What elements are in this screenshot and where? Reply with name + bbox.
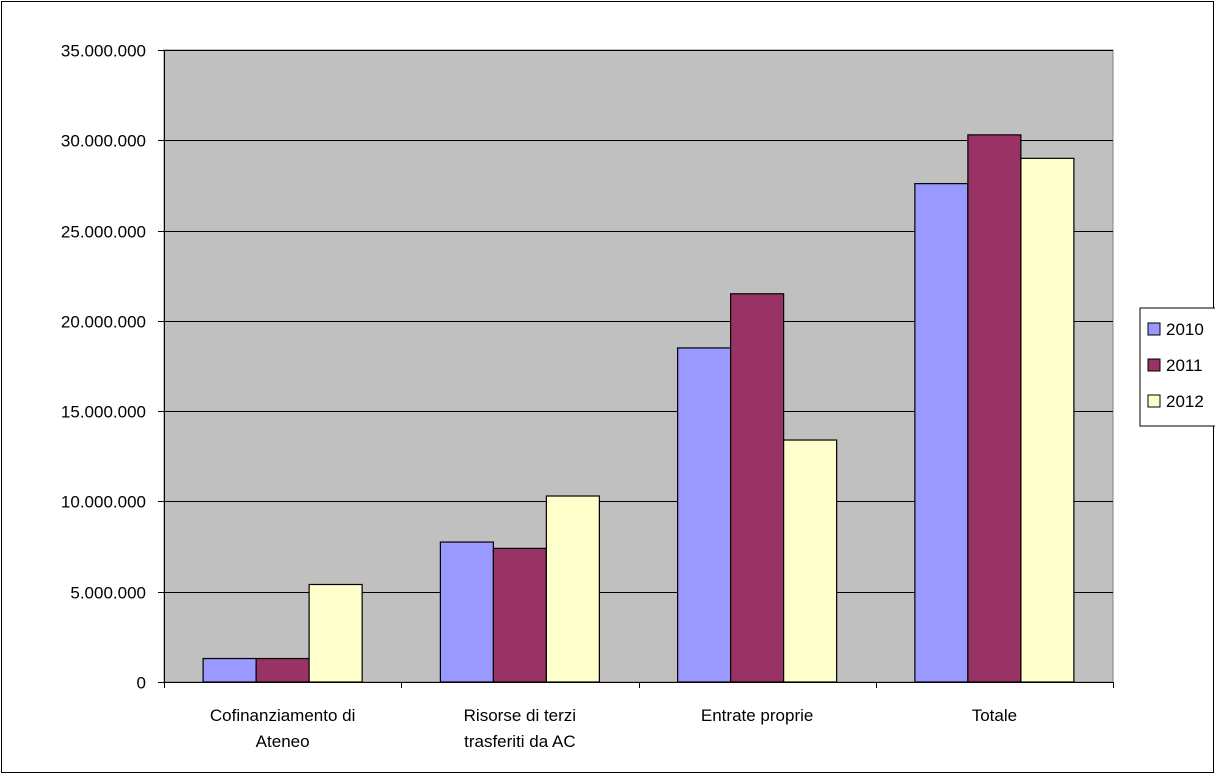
bar: [677, 347, 732, 683]
y-tick-label: 25.000.000: [61, 223, 146, 242]
bar: [1020, 157, 1075, 683]
x-tick-label: Risorse di terzi: [464, 706, 576, 725]
legend-label: 2011: [1166, 356, 1203, 375]
x-tick-label: Entrate proprie: [701, 706, 813, 725]
bar: [783, 439, 838, 683]
bar: [914, 183, 969, 683]
y-tick-label: 20.000.000: [61, 313, 146, 332]
bar: [545, 495, 600, 683]
bar: [967, 134, 1022, 683]
legend-label: 2010: [1166, 320, 1204, 339]
legend-swatch: [1147, 394, 1161, 408]
x-tick-label: trasferiti da AC: [464, 732, 576, 751]
y-tick-label: 5.000.000: [70, 584, 146, 603]
x-tick-label: Cofinanziamento di: [210, 706, 356, 725]
legend-swatch: [1147, 322, 1161, 336]
bar: [308, 583, 363, 683]
legend-label: 2012: [1166, 392, 1204, 411]
bar: [255, 657, 310, 683]
y-tick-label: 35.000.000: [61, 42, 146, 61]
bar: [730, 293, 785, 683]
bar: [492, 547, 547, 683]
x-tick-label: Totale: [972, 706, 1017, 725]
y-tick-label: 0: [137, 674, 146, 693]
bar: [202, 657, 257, 683]
legend-swatch: [1147, 358, 1161, 372]
bar: [439, 541, 494, 683]
y-tick-label: 10.000.000: [61, 493, 146, 512]
y-tick-label: 15.000.000: [61, 403, 146, 422]
y-tick-label: 30.000.000: [61, 132, 146, 151]
x-tick-label: Ateneo: [256, 732, 310, 751]
